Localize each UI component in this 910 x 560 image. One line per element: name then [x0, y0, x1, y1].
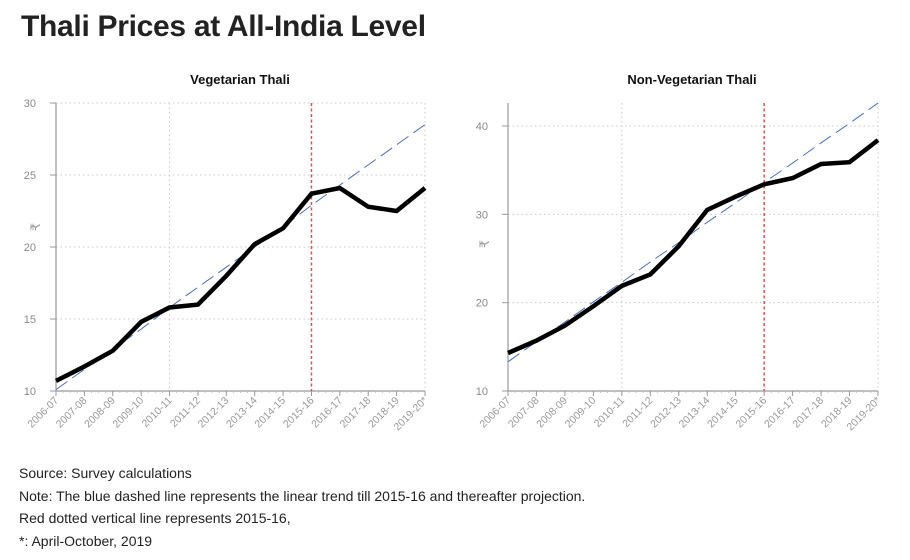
y-axis-label-rupee-icon: ₹ [477, 240, 492, 248]
footnote-note: Note: The blue dashed line represents th… [19, 487, 586, 504]
y-axis-label-rupee-icon: ₹ [28, 223, 43, 231]
y-tick-label: 25 [24, 170, 36, 182]
y-tick-label: 30 [476, 209, 488, 221]
charts-canvas: Vegetarian Thali10152025302006-072007-08… [24, 72, 883, 433]
y-tick-label: 20 [476, 298, 488, 310]
x-tick-label: 2009-10 [111, 395, 147, 431]
chart-title: Non-Vegetarian Thali [627, 72, 756, 87]
price-line [507, 138, 880, 356]
y-tick-label: 10 [476, 386, 488, 398]
footnote-asterisk: *: April-October, 2019 [19, 532, 153, 549]
chart-veg: Vegetarian Thali10152025302006-072007-08… [24, 72, 430, 433]
main-title: Thali Prices at All-India Level [21, 10, 426, 43]
x-tick-label: 2009-10 [563, 395, 599, 431]
y-tick-label: 15 [24, 314, 36, 326]
footnotes: Source: Survey calculations Note: The bl… [19, 462, 585, 552]
x-tick-label: 2010-11 [592, 395, 627, 430]
y-tick-label: 40 [476, 121, 488, 133]
y-tick-label: 30 [24, 98, 36, 110]
y-tick-label: 10 [24, 386, 36, 398]
price-line [54, 185, 427, 383]
trend-line [507, 102, 879, 363]
x-tick-label: 2010-11 [139, 395, 174, 430]
y-tick-label: 20 [24, 242, 36, 254]
footnote-reference-line: Red dotted vertical line represents 2015… [19, 510, 291, 526]
footnote-source: Source: Survey calculations [19, 465, 192, 481]
chart-title: Vegetarian Thali [190, 72, 290, 87]
chart-nonveg: Non-Vegetarian Thali102030402006-072007-… [476, 72, 883, 433]
